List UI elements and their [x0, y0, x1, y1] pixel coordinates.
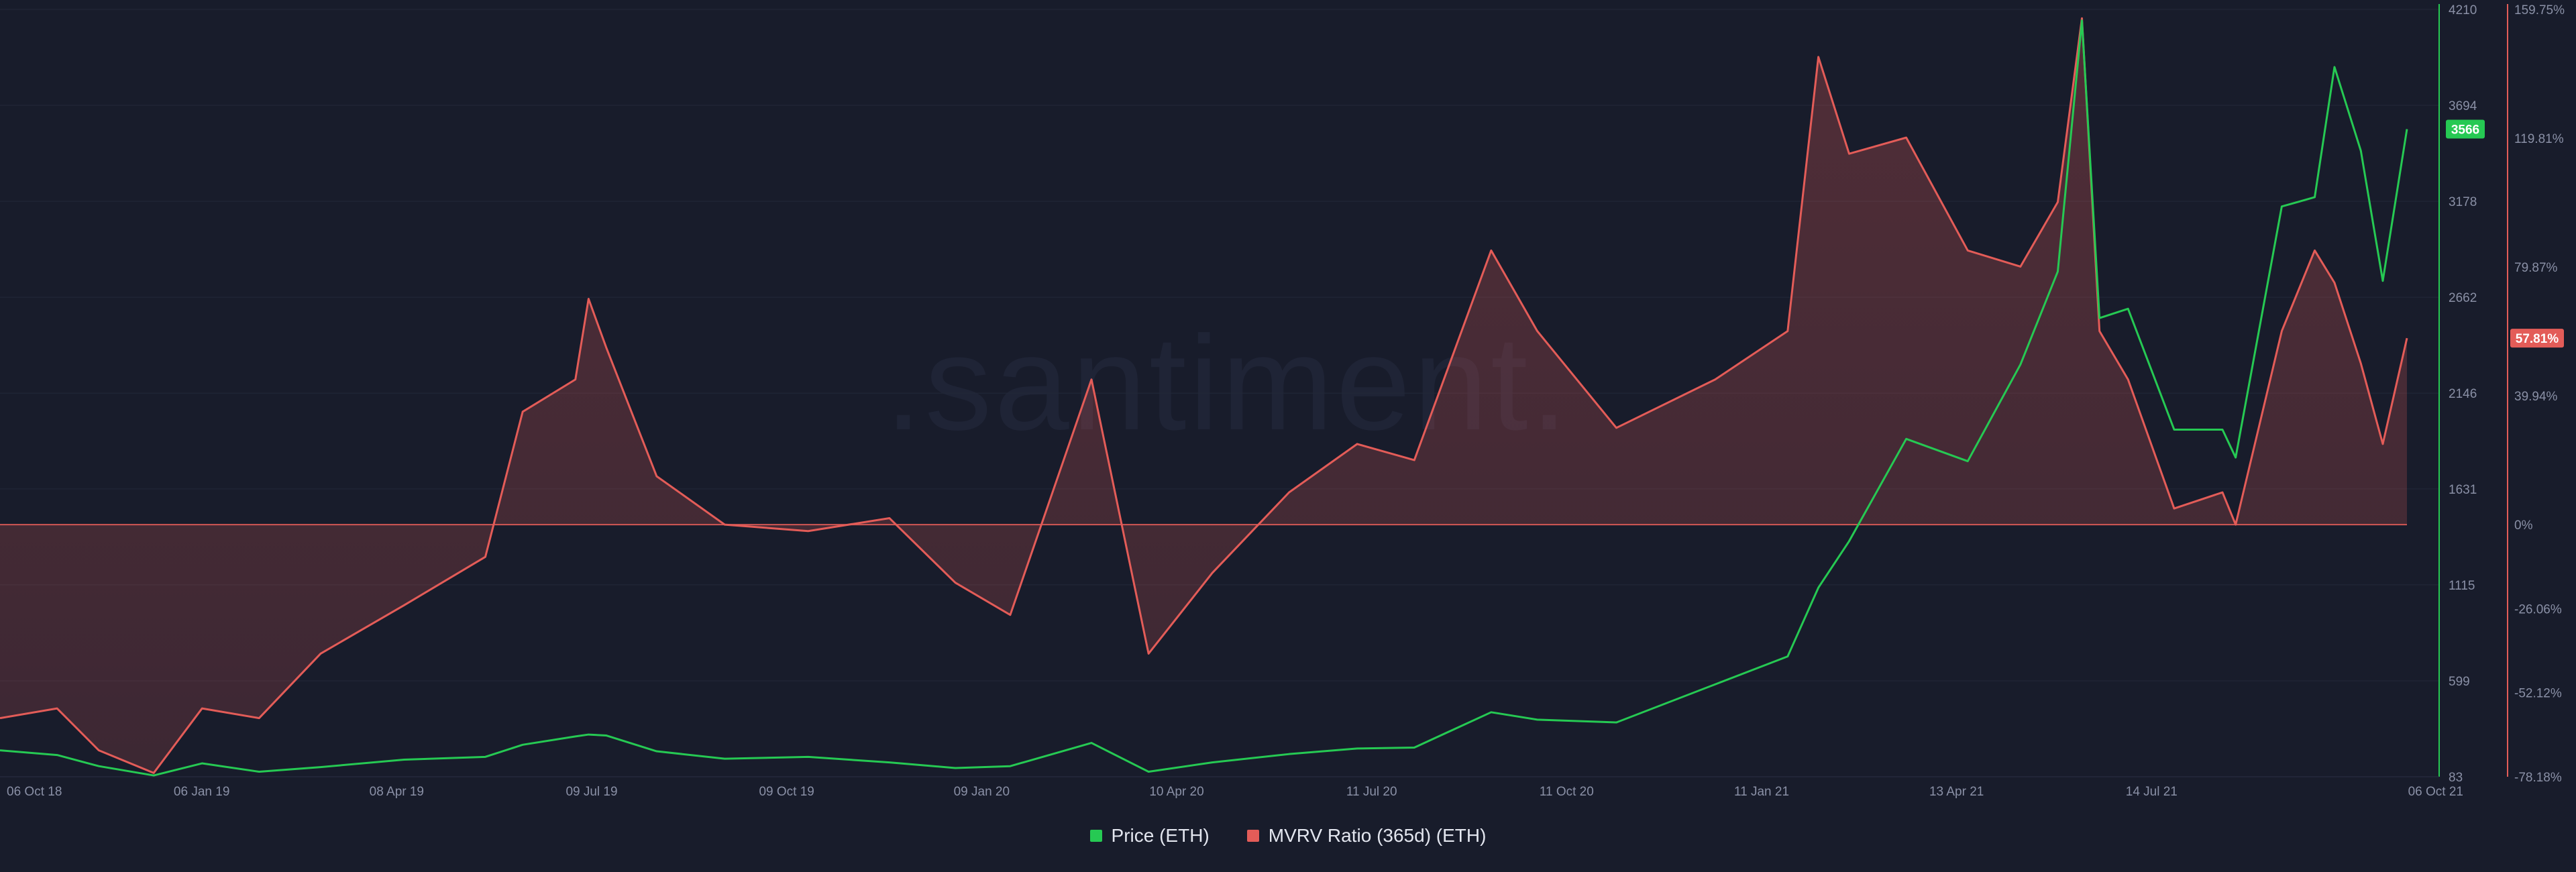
- x-tick-label: 08 Apr 19: [370, 785, 424, 799]
- x-tick-label: 09 Oct 19: [759, 785, 814, 799]
- series-areas: [0, 18, 2407, 773]
- price-legend-swatch: [1089, 830, 1102, 842]
- x-tick-label: 06 Oct 18: [7, 785, 62, 799]
- legend-label-mvrv: MVRV Ratio (365d) (ETH): [1268, 825, 1487, 846]
- right-axis-tick-label: 119.81%: [2514, 132, 2564, 146]
- right-axis-tick-label: 159.75%: [2514, 3, 2565, 17]
- x-tick-label: 14 Jul 21: [2126, 785, 2178, 799]
- right-axis-tick-label: 39.94%: [2514, 390, 2558, 404]
- left-axis-tick-label: 3694: [2449, 99, 2477, 113]
- mvrv-series-area: [0, 18, 2407, 773]
- right-axis-tick-label: 0%: [2514, 519, 2533, 533]
- left-axis-tick-label: 4210: [2449, 3, 2477, 17]
- mvrv-legend-swatch: [1246, 830, 1259, 842]
- right-axis-tick-label: 79.87%: [2514, 261, 2558, 275]
- x-tick-label: 10 Apr 20: [1149, 785, 1203, 799]
- legend-item-price[interactable]: Price (ETH): [1089, 825, 1210, 847]
- legend-item-mvrv[interactable]: MVRV Ratio (365d) (ETH): [1246, 825, 1487, 847]
- right-axis-tick-labels: 159.75% 119.81% 79.87% 39.94% 0% -26.06% -52.1…: [2514, 3, 2565, 785]
- mvrv-current-badge: [2510, 329, 2564, 348]
- x-tick-label: 11 Jan 21: [1734, 785, 1789, 799]
- axes: [0, 4, 2508, 777]
- legend-label-price: Price (ETH): [1111, 825, 1210, 846]
- price-current-badge: [2446, 119, 2485, 139]
- price-current-value: 3566: [2451, 123, 2479, 138]
- price-series-line: [0, 19, 2408, 777]
- x-tick-label: 11 Jul 20: [1346, 785, 1397, 799]
- current-value-badges: 3566 57.81%: [2446, 119, 2564, 348]
- left-axis-tick-label: 2662: [2449, 291, 2477, 305]
- left-axis-tick-labels: 4210 3694 3178 2662 2146 1631 1115 599 83: [2449, 3, 2477, 785]
- left-axis-tick-label: 2146: [2449, 387, 2477, 401]
- left-axis-tick-label: 1115: [2449, 579, 2475, 593]
- series-lines: [0, 17, 2408, 777]
- left-axis-tick-label: 1631: [2449, 483, 2477, 497]
- right-axis-tick-label: -78.18%: [2514, 771, 2562, 785]
- left-axis-tick-label: 3178: [2449, 195, 2477, 209]
- mvrv-series-line: [0, 17, 2408, 774]
- left-axis-tick-label: 599: [2449, 675, 2470, 689]
- right-axis-tick-label: -52.12%: [2514, 687, 2562, 701]
- x-tick-label: 09 Jan 20: [954, 785, 1010, 799]
- x-tick-label: 13 Apr 21: [1929, 785, 1984, 799]
- x-tick-label: 06 Jan 19: [174, 785, 229, 799]
- left-axis-tick-label: 83: [2449, 771, 2463, 785]
- legend: Price (ETH) MVRV Ratio (365d) (ETH): [0, 825, 2576, 847]
- x-tick-label: 11 Oct 20: [1540, 785, 1594, 799]
- x-axis-tick-labels: 06 Oct 18 06 Jan 19 08 Apr 19 09 Jul 19 09 O…: [7, 785, 2463, 799]
- right-axis-tick-label: -26.06%: [2514, 602, 2562, 616]
- mvrv-current-value: 57.81%: [2516, 332, 2559, 346]
- x-tick-label: 09 Jul 19: [566, 785, 617, 799]
- x-tick-label: 06 Oct 21: [2408, 785, 2463, 799]
